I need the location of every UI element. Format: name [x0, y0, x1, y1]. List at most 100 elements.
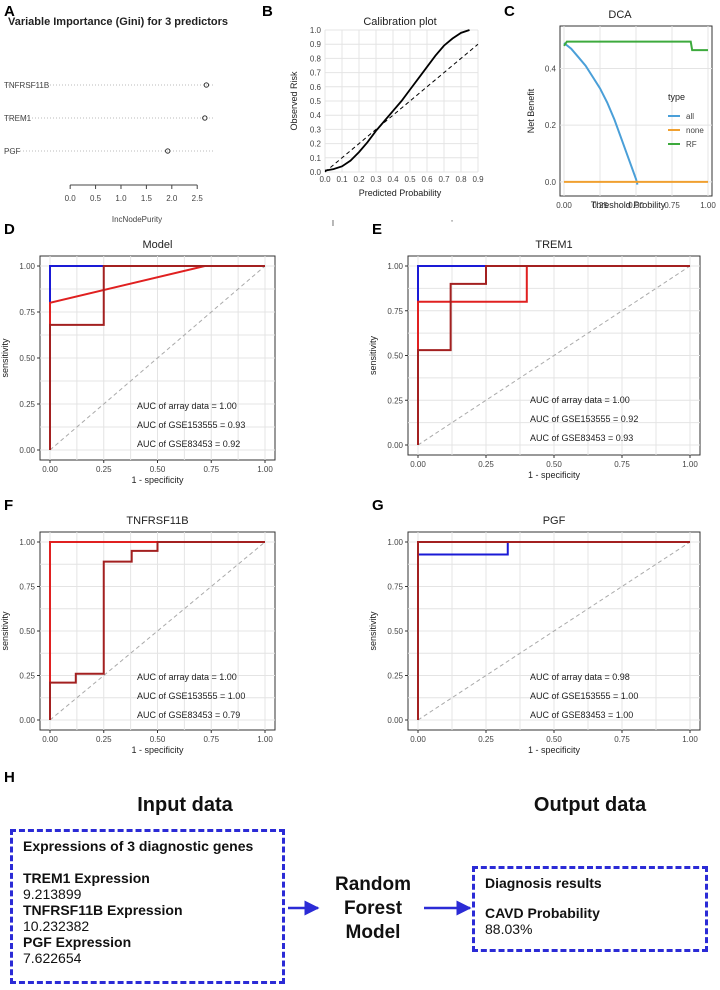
panel-g-ylabel: sensitivity [368, 611, 378, 651]
panel-b-xtick-label: 0.4 [387, 175, 399, 184]
panel-c-ytick-label: 0.0 [545, 178, 557, 187]
panel-c-xtick-label: 0.25 [592, 201, 608, 210]
panel-a-xtick-label: 2.5 [192, 194, 204, 203]
panel-g-xtick-label: 0.50 [546, 735, 562, 744]
panel-f-ytick-label: 0.00 [19, 716, 35, 725]
panel-b-ytick-label: 0.6 [310, 83, 322, 92]
panel-a-xtick-label: 1.5 [141, 194, 153, 203]
panel-d-auc-label-3: AUC of GSE83453 = 0.92 [137, 439, 240, 449]
panel-f-auc-label-1: AUC of array data = 1.00 [137, 672, 237, 682]
tnfrsf11b-expression-value: 10.232382 [23, 918, 90, 934]
panel-d-ytick-label: 1.00 [19, 262, 35, 271]
panel-b-xtick-label: 0.5 [404, 175, 416, 184]
panel-e-ytick-label: 0.25 [387, 396, 403, 405]
panel-e-xtick-label: 0.50 [546, 460, 562, 469]
panel-c-xtick-label: 0.00 [556, 201, 572, 210]
panel-g-auc-label-1: AUC of array data = 0.98 [530, 672, 630, 682]
panel-c-line-all [563, 42, 639, 185]
panel-d-ytick-label: 0.00 [19, 446, 35, 455]
input-data-title: Input data [137, 794, 233, 816]
panel-d-diagonal [49, 265, 266, 451]
panel-d-ylabel: sensitivity [0, 338, 10, 378]
panel-d-xtick-label: 0.00 [42, 465, 58, 474]
panel-e-xtick-label: 0.00 [410, 460, 426, 469]
trem1-expression-label: TREM1 Expression [23, 870, 150, 886]
panel-e-xlabel: 1 - specificity [528, 470, 581, 480]
panel-e-title: TREM1 [535, 239, 572, 251]
panel-g-xtick-label: 1.00 [682, 735, 698, 744]
output-data-title: Output data [533, 794, 647, 816]
panel-c-legend-label-none: none [686, 126, 704, 135]
random-forest-model: Random Forest Model [318, 873, 428, 945]
panel-c-xtick-label: 0.50 [628, 201, 644, 210]
panel-e-diagonal [417, 265, 691, 446]
panel-b-ylabel: Observed Risk [289, 71, 299, 131]
panel-f-diagonal [49, 541, 266, 721]
panel-a-xlabel: IncNodePurity [112, 215, 162, 224]
panel-b-ytick-label: 0.7 [310, 69, 322, 78]
panel-c-ylabel: Net Benefit [526, 88, 536, 133]
panel-a-label-trem1: TREM1 [4, 114, 32, 123]
tnfrsf11b-expression-label: TNFRSF11B Expression [23, 902, 183, 918]
panel-e-ytick-label: 0.00 [387, 441, 403, 450]
panel-a-xtick-label: 0.0 [65, 194, 77, 203]
panel-c-ytick-label: 0.4 [545, 65, 557, 74]
panel-b-extra-mark-2: ' [451, 219, 453, 228]
panel-b-ytick-label: 0.5 [310, 97, 322, 106]
panel-b-xtick-label: 0.7 [438, 175, 450, 184]
panel-b-ytick-label: 0.4 [310, 111, 322, 120]
panel-g-xtick-label: 0.00 [410, 735, 426, 744]
panel-e-roc-line-3 [417, 265, 690, 445]
panel-b-ytick-label: 0.9 [310, 40, 322, 49]
panel-g-roc-line-3 [417, 541, 690, 720]
panel-d-xtick-label: 0.75 [203, 465, 219, 474]
panel-e-auc-label-3: AUC of GSE83453 = 0.93 [530, 433, 633, 443]
panel-c-legend-label-all: all [686, 112, 694, 121]
model-line-3: Model [345, 922, 401, 943]
panel-b-xtick-label: 0.6 [421, 175, 433, 184]
panel-b-xtick-label: 0.1 [336, 175, 348, 184]
output-box-heading: Diagnosis results [485, 875, 602, 891]
panel-d-ytick-label: 0.75 [19, 308, 35, 317]
panel-f-xtick-label: 0.25 [96, 735, 112, 744]
panel-label-g: G [372, 497, 384, 514]
panel-e-xtick-label: 0.75 [614, 460, 630, 469]
panel-g-auc-label-2: AUC of GSE153555 = 1.00 [530, 691, 638, 701]
panel-f-xtick-label: 0.75 [203, 735, 219, 744]
panel-f-xtick-label: 0.50 [150, 735, 166, 744]
panel-b-ytick-label: 0.2 [310, 140, 322, 149]
panel-f-roc-line-3 [49, 541, 265, 720]
panel-label-e: E [372, 221, 382, 238]
panel-a-title: Variable Importance (Gini) for 3 predict… [8, 16, 228, 28]
panel-d-auc-label-1: AUC of array data = 1.00 [137, 401, 237, 411]
cavd-probability-value: 88.03% [485, 921, 533, 937]
panel-f-auc-label-2: AUC of GSE153555 = 1.00 [137, 691, 245, 701]
panel-d-roc-line-3 [49, 265, 265, 450]
panel-b-ytick-label: 0.0 [310, 168, 322, 177]
panel-f-xtick-label: 1.00 [257, 735, 273, 744]
input-box-heading: Expressions of 3 diagnostic genes [23, 838, 254, 854]
panel-f-xtick-label: 0.00 [42, 735, 58, 744]
panel-d-title: Model [143, 239, 173, 251]
panel-f-xlabel: 1 - specificity [131, 745, 184, 755]
panel-c-xtick-label: 0.75 [664, 201, 680, 210]
panel-g-ytick-label: 1.00 [387, 538, 403, 547]
panel-f-ytick-label: 0.75 [19, 583, 35, 592]
panel-a-point-trem1 [202, 115, 208, 121]
panel-f-ytick-label: 0.25 [19, 672, 35, 681]
panel-e-auc-label-2: AUC of GSE153555 = 0.92 [530, 414, 638, 424]
panel-f-title: TNFRSF11B [126, 515, 188, 527]
panel-f-ytick-label: 0.50 [19, 627, 35, 636]
panel-c-title: DCA [608, 9, 632, 21]
panel-b-xtick-label: 0.3 [370, 175, 382, 184]
panel-g-diagonal [417, 541, 691, 721]
panel-b-xtick-label: 0.9 [472, 175, 484, 184]
panel-c-line-rf [563, 40, 708, 52]
trem1-expression-value: 9.213899 [23, 886, 82, 902]
panel-g-xlabel: 1 - specificity [528, 745, 581, 755]
panel-g-ytick-label: 0.75 [387, 583, 403, 592]
panel-g-auc-label-3: AUC of GSE83453 = 1.00 [530, 710, 633, 720]
panel-d-ytick-label: 0.50 [19, 354, 35, 363]
panel-g-ytick-label: 0.25 [387, 672, 403, 681]
